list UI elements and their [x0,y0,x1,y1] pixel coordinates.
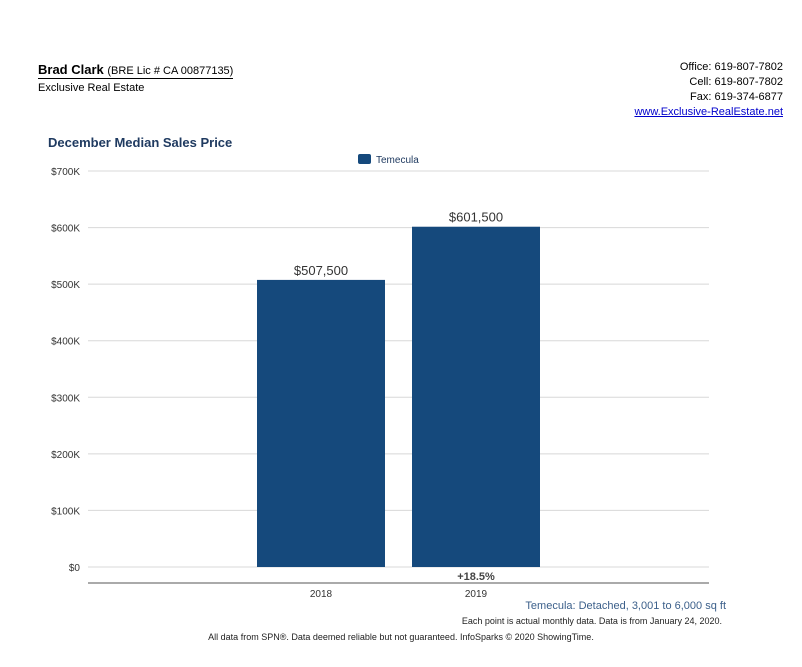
chart-title: December Median Sales Price [48,135,233,150]
change-label: +18.5% [457,571,495,583]
y-tick-label: $400K [51,337,80,348]
website-link[interactable]: www.Exclusive-RealEstate.net [634,106,783,118]
y-tick-label: $600K [51,224,80,235]
agent-info: Brad Clark (BRE Lic # CA 00877135) Exclu… [38,61,234,94]
bar-value-label: $601,500 [449,210,503,225]
bar-value-label: $507,500 [294,263,348,278]
office-phone: Office: 619-807-7802 [679,61,783,73]
x-tick-label: 2018 [310,589,333,600]
legend: Temecula [358,154,419,166]
fax-number: Fax: 619-374-6877 [690,91,783,103]
bar-chart: $0 $100K $200K $300K $400K $500K $600K $700K $5… [51,154,709,600]
bars [257,226,540,568]
bar-2018[interactable] [257,279,385,567]
agent-name: Brad Clark [38,62,104,77]
y-tick-label: $200K [51,450,80,461]
y-tick-label: $500K [51,280,80,291]
agent-name-line: Brad Clark (BRE Lic # CA 00877135) [38,62,234,79]
y-tick-label: $300K [51,393,80,404]
bar-labels: $507,500 $601,500 [294,210,503,278]
x-axis-ticks: 2018 2019 [310,589,488,600]
y-tick-label: $0 [69,563,81,574]
data-note: Each point is actual monthly data. Data … [461,616,722,626]
legend-label: Temecula [376,155,419,166]
bar-2019[interactable] [412,226,540,568]
cell-phone: Cell: 619-807-7802 [689,76,783,88]
grid-lines [88,170,709,568]
y-tick-label: $700K [51,167,80,178]
series-description: Temecula: Detached, 3,001 to 6,000 sq ft [525,600,726,612]
agent-license: (BRE Lic # CA 00877135) [107,65,234,77]
contact-info: Office: 619-807-7802 Cell: 619-807-7802 … [634,60,783,120]
y-axis-ticks: $0 $100K $200K $300K $400K $500K $600K $700K [51,167,80,574]
legend-swatch [358,154,371,164]
agent-company: Exclusive Real Estate [38,82,145,94]
x-tick-label: 2019 [465,589,488,600]
y-tick-label: $100K [51,506,80,517]
disclaimer: All data from SPN®. Data deemed reliable… [208,632,594,642]
